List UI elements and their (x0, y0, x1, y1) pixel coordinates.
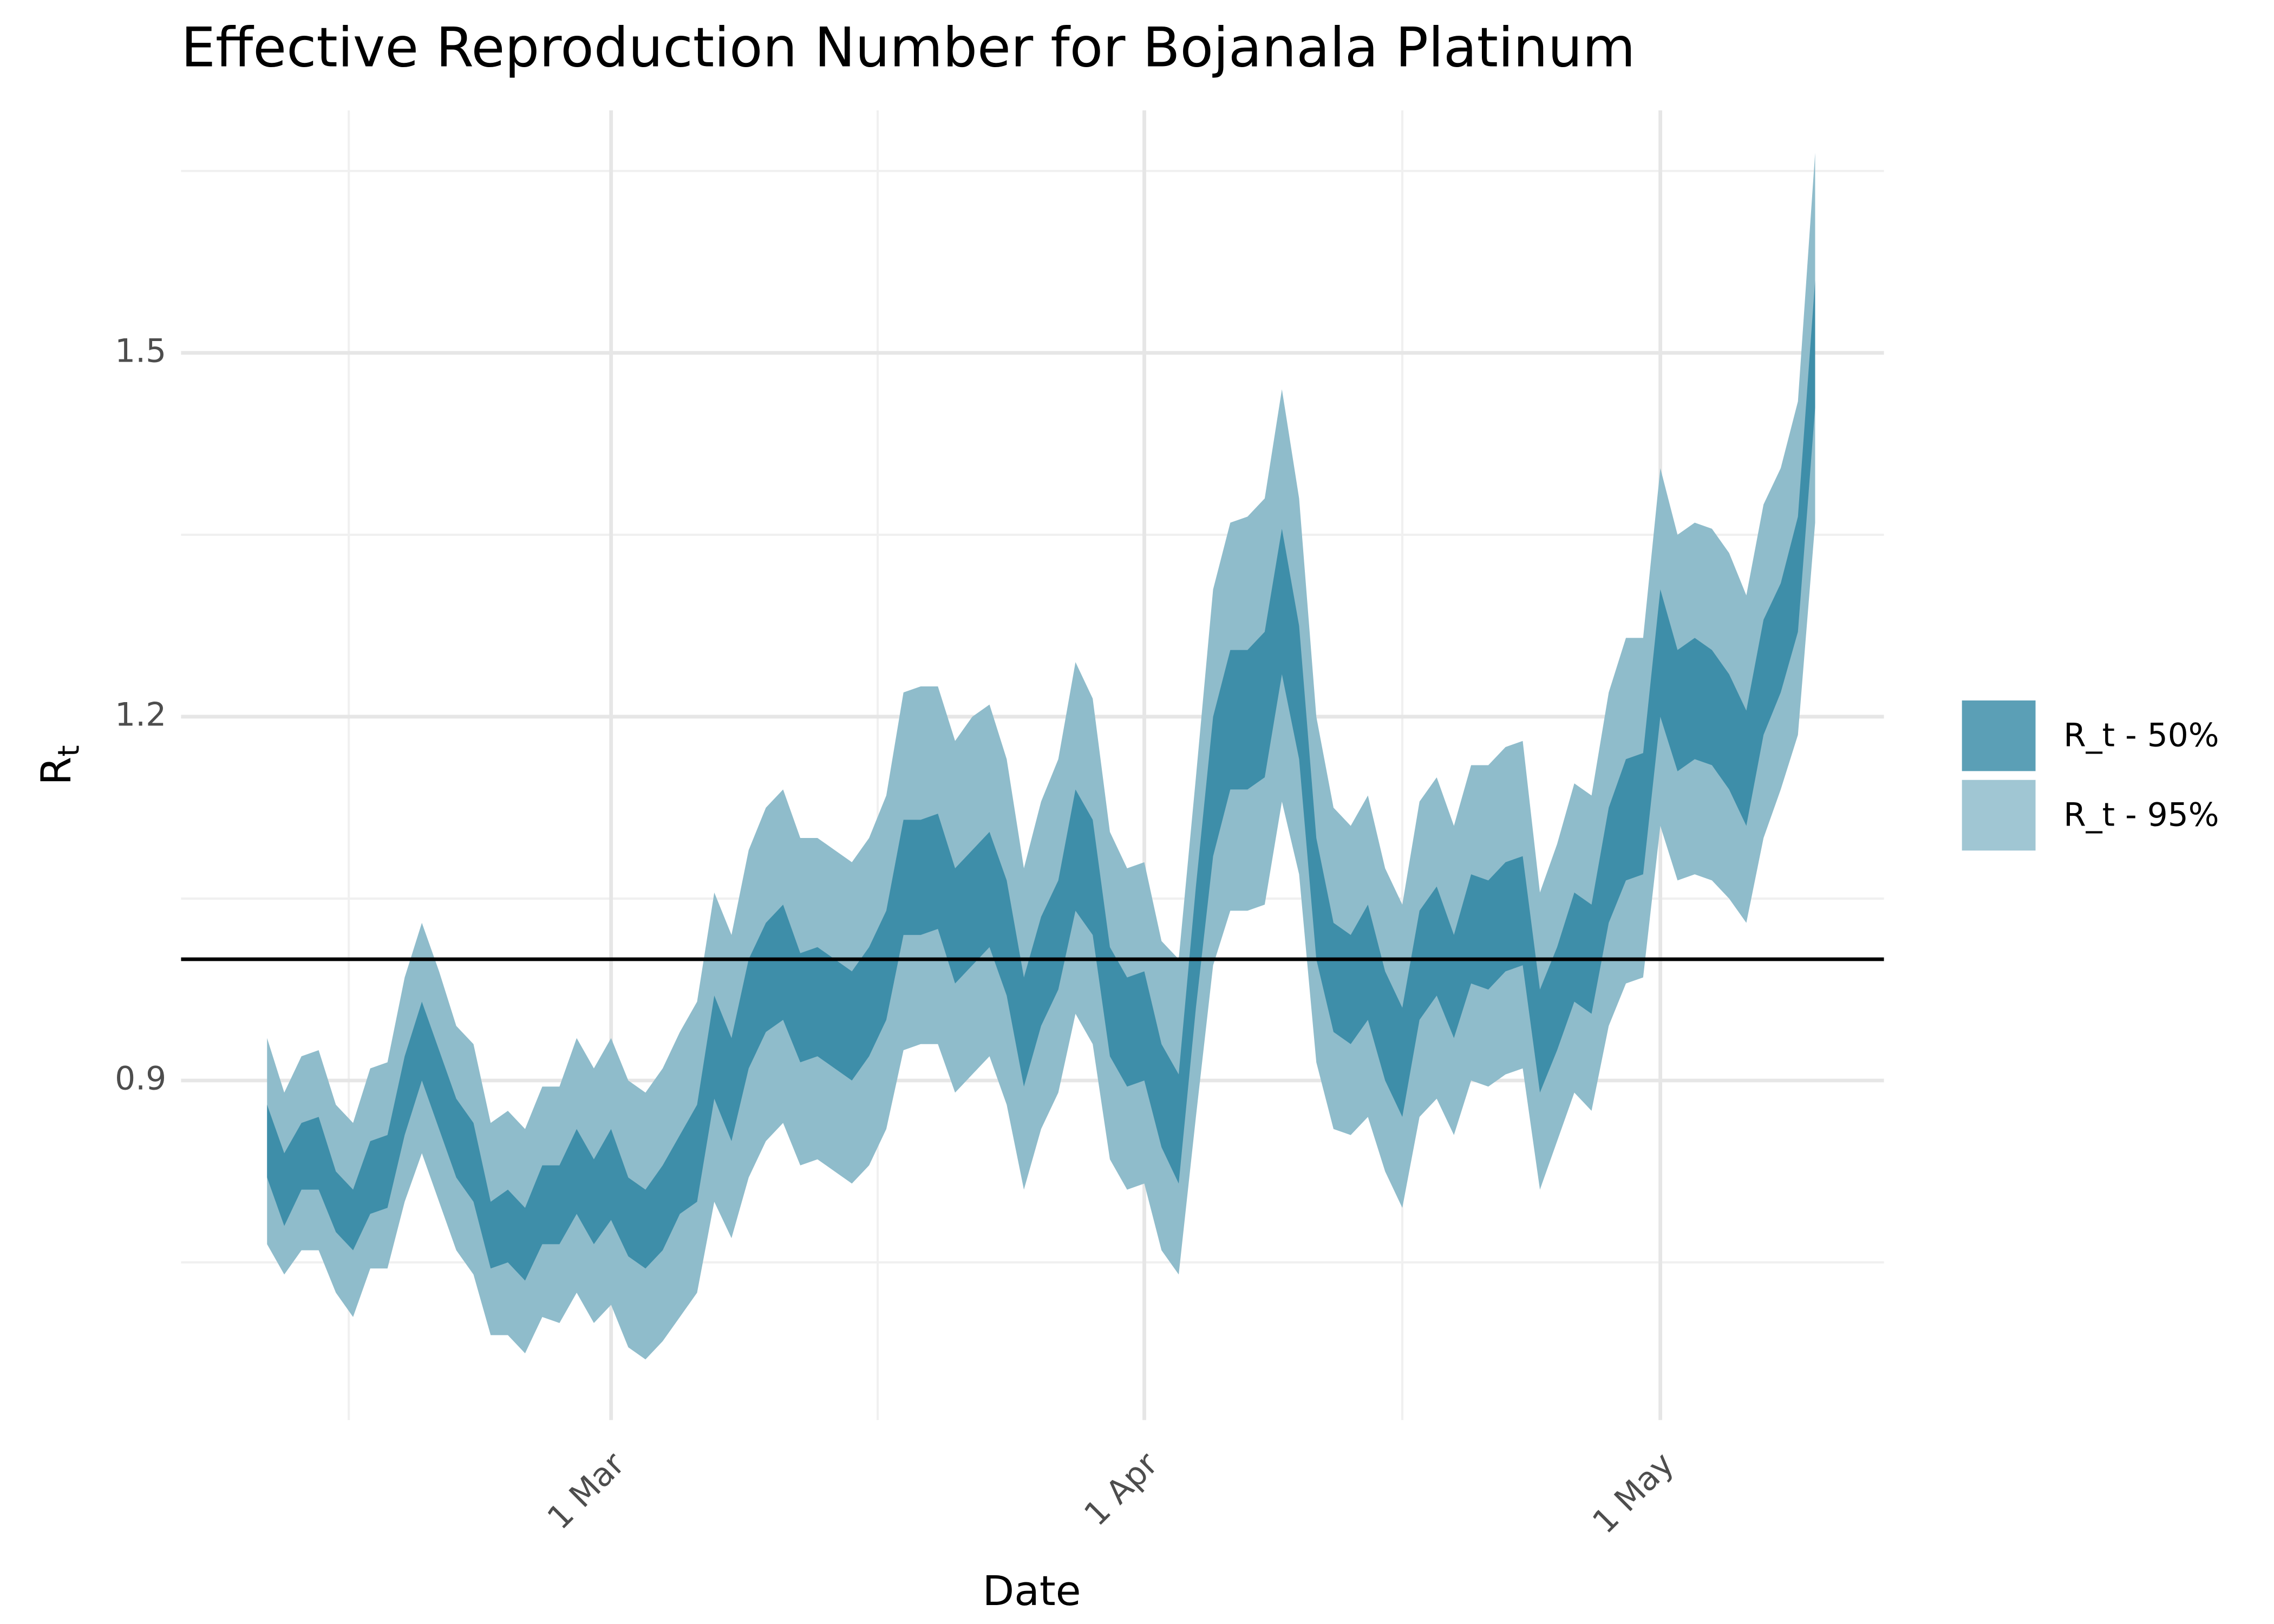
y-axis-label-main: R (32, 757, 80, 785)
y-tick-label: 1.2 (115, 696, 166, 734)
x-tick-label: 1 Mar (540, 1445, 632, 1537)
x-tick-label: 1 May (1585, 1445, 1681, 1541)
y-axis-label-sub: t (52, 745, 86, 756)
ribbon (267, 153, 1815, 1360)
legend-swatch (1962, 700, 2036, 771)
y-tick-label: 1.5 (115, 332, 166, 370)
legend-swatch (1962, 780, 2036, 851)
x-axis-label: Date (983, 1567, 1081, 1615)
y-axis-label: Rt (32, 745, 86, 785)
x-tick-label: 1 Apr (1077, 1445, 1165, 1533)
legend-label: R_t - 95% (2063, 796, 2219, 834)
chart-title: Effective Reproduction Number for Bojana… (181, 16, 1635, 79)
y-tick-label: 0.9 (115, 1060, 166, 1098)
legend-label: R_t - 50% (2063, 717, 2219, 755)
